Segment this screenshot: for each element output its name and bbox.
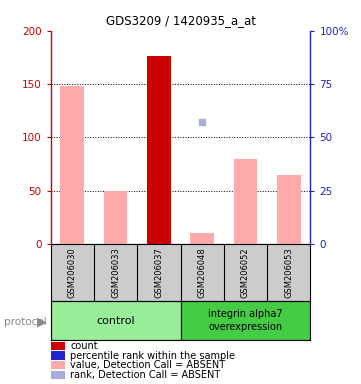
Text: protocol: protocol bbox=[4, 317, 46, 327]
Bar bbox=[147, 56, 171, 244]
Text: percentile rank within the sample: percentile rank within the sample bbox=[70, 351, 235, 361]
Text: GSM206030: GSM206030 bbox=[68, 247, 77, 298]
Text: GSM206052: GSM206052 bbox=[241, 247, 250, 298]
Text: count: count bbox=[70, 341, 98, 351]
Bar bbox=[190, 233, 214, 244]
Text: value, Detection Call = ABSENT: value, Detection Call = ABSENT bbox=[70, 360, 226, 370]
Bar bbox=[104, 190, 127, 244]
Bar bbox=[60, 86, 84, 244]
Bar bbox=[277, 175, 301, 244]
Text: GSM206033: GSM206033 bbox=[111, 247, 120, 298]
Text: rank, Detection Call = ABSENT: rank, Detection Call = ABSENT bbox=[70, 370, 221, 380]
Text: GSM206037: GSM206037 bbox=[155, 247, 163, 298]
Text: GDS3209 / 1420935_a_at: GDS3209 / 1420935_a_at bbox=[105, 14, 256, 27]
Text: control: control bbox=[96, 316, 135, 326]
Text: ▶: ▶ bbox=[38, 315, 47, 328]
Bar bbox=[51, 301, 180, 340]
Text: GSM206053: GSM206053 bbox=[284, 247, 293, 298]
Bar bbox=[234, 159, 257, 244]
Text: GSM206048: GSM206048 bbox=[198, 247, 206, 298]
Bar bbox=[180, 301, 310, 340]
Text: integrin alpha7
overexpression: integrin alpha7 overexpression bbox=[208, 310, 283, 332]
